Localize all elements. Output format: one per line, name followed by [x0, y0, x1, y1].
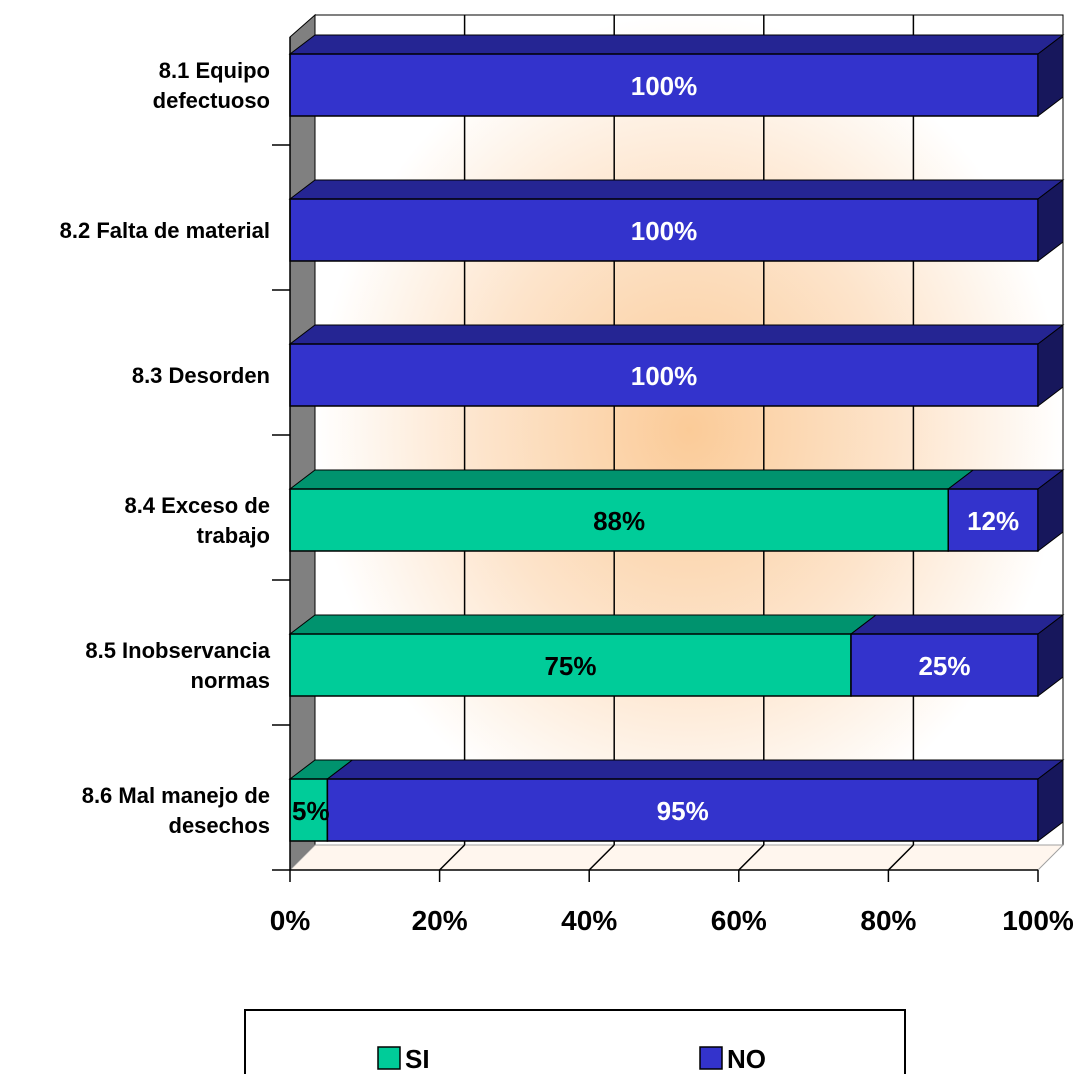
- category-label: trabajo: [197, 523, 270, 548]
- legend-label-si: SI: [405, 1044, 430, 1074]
- category-label: 8.3 Desorden: [132, 363, 270, 388]
- bar-side-no: [1037, 33, 1064, 118]
- bar-si: [289, 488, 949, 552]
- category-label: normas: [191, 668, 270, 693]
- bar-no: [326, 778, 1039, 842]
- data-label: 5%: [292, 796, 330, 826]
- x-tick-label: 60%: [711, 905, 767, 936]
- legend: SI NO: [244, 1009, 906, 1074]
- bar-top-no: [288, 179, 1065, 200]
- gridline-floor: [887, 844, 914, 871]
- back-wall: [315, 15, 1063, 845]
- x-tick-label: 40%: [561, 905, 617, 936]
- plot-background: [288, 13, 1065, 872]
- x-tick-label: 80%: [860, 905, 916, 936]
- category-label: 8.2 Falta de material: [60, 218, 270, 243]
- bar-top-si: [288, 614, 878, 635]
- legend-label-no: NO: [727, 1044, 766, 1074]
- legend-box: [244, 1009, 906, 1074]
- category-label: 8.1 Equipo: [159, 58, 270, 83]
- floor: [288, 844, 1065, 871]
- data-label: 95%: [657, 796, 709, 826]
- gridline-floor: [738, 844, 765, 871]
- bar-top-no: [325, 759, 1065, 780]
- legend-swatch-no: [699, 1046, 723, 1070]
- bar-top-no: [849, 614, 1065, 635]
- bar-side-no: [1037, 468, 1064, 553]
- data-label: 88%: [593, 506, 645, 536]
- bar-si: [289, 633, 852, 697]
- data-label: 25%: [918, 651, 970, 681]
- bar-no: [289, 343, 1039, 407]
- bar-top-no: [288, 324, 1065, 345]
- bar-side-no: [1037, 178, 1064, 263]
- bar-side-no: [1037, 613, 1064, 698]
- data-label: 12%: [967, 506, 1019, 536]
- gridline-floor: [439, 844, 466, 871]
- category-label: defectuoso: [153, 88, 270, 113]
- gridline-floor: [588, 844, 615, 871]
- bar-side-no: [1037, 323, 1064, 408]
- category-label: 8.6 Mal manejo de: [82, 783, 270, 808]
- legend-swatch-si: [377, 1046, 401, 1070]
- data-label: 100%: [631, 216, 698, 246]
- data-label: 100%: [631, 71, 698, 101]
- bar-top-no: [288, 34, 1065, 55]
- x-tick-label: 20%: [412, 905, 468, 936]
- x-tick-label: 100%: [1002, 905, 1074, 936]
- data-label: 100%: [631, 361, 698, 391]
- bar-side-no: [1037, 758, 1064, 843]
- bar-no: [850, 633, 1039, 697]
- bar-top-si: [288, 469, 975, 490]
- category-label: desechos: [169, 813, 271, 838]
- side-wall: [289, 13, 316, 872]
- x-tick-label: 0%: [270, 905, 311, 936]
- category-label: 8.4 Exceso de: [124, 493, 270, 518]
- gridlines: [439, 15, 915, 871]
- labels: 100% 100% 100% 88% 12% 75% 25% 5% 95% 0% 20% 40% 60%…: [60, 58, 1074, 936]
- axes: [272, 37, 1039, 882]
- bars: [288, 33, 1065, 843]
- category-label: 8.5 Inobservancia: [85, 638, 270, 663]
- data-label: 75%: [544, 651, 596, 681]
- bar-no: [947, 488, 1039, 552]
- bar-no: [289, 53, 1039, 117]
